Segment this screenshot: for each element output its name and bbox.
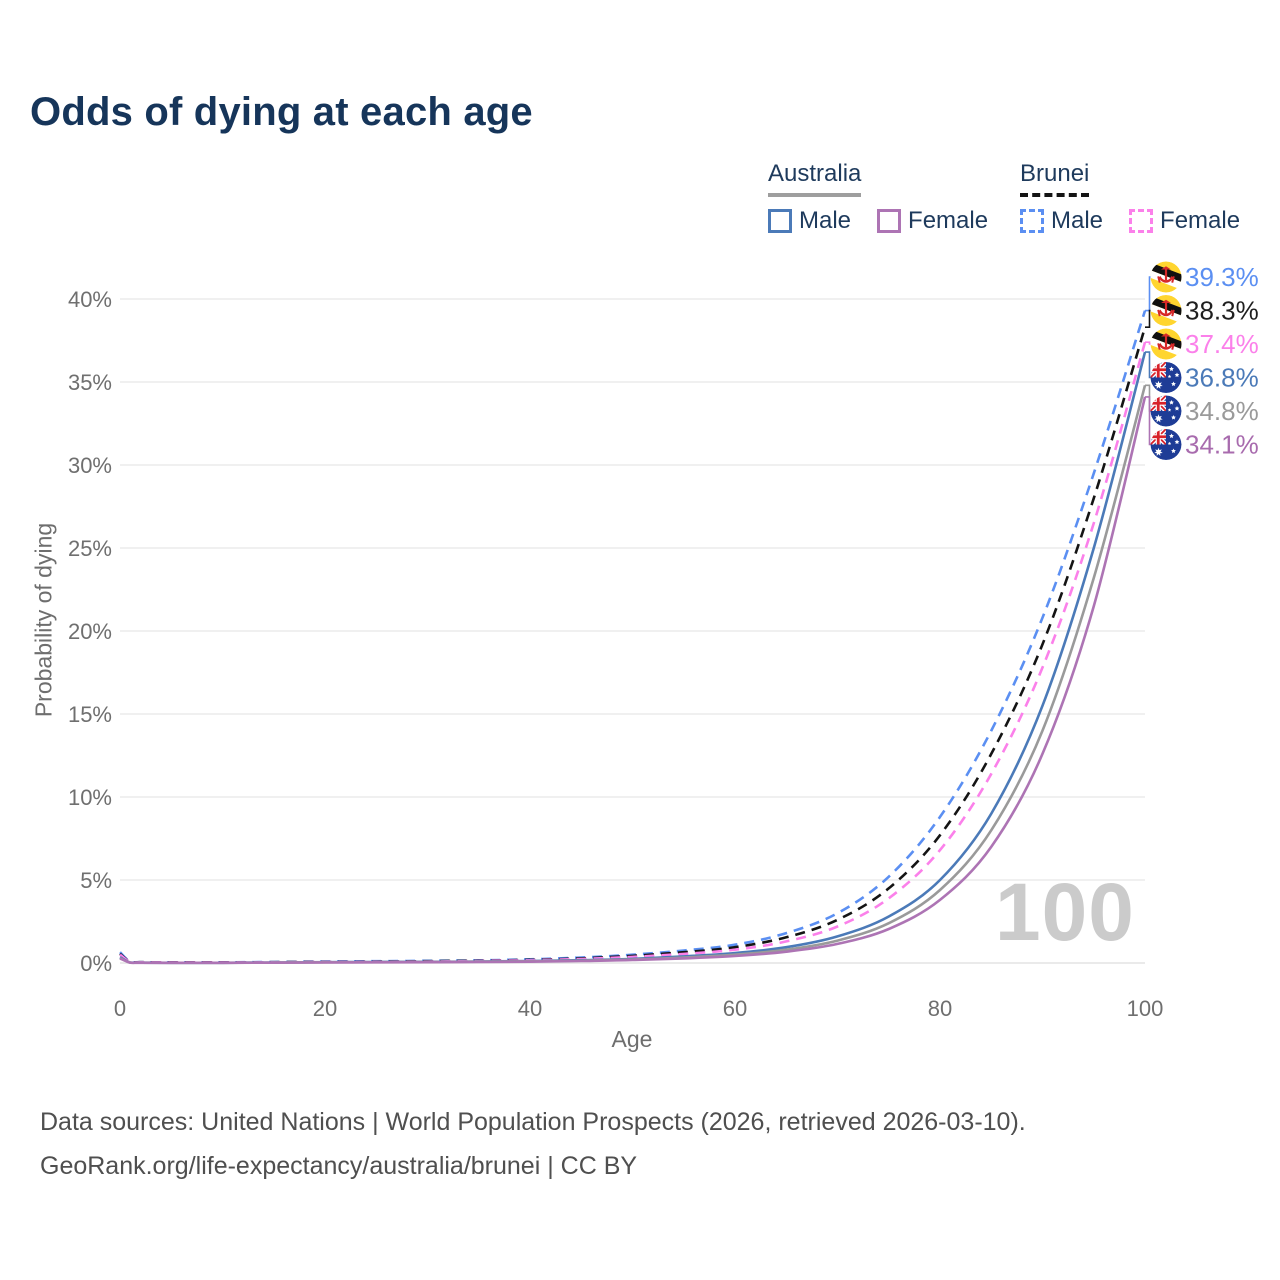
series-end-label: 37.4% (1185, 329, 1259, 359)
legend-brunei-male[interactable]: Male (1020, 207, 1103, 235)
legend-australia-label[interactable]: Australia (768, 160, 862, 197)
y-tick-label: 40% (68, 287, 112, 312)
age-watermark: 100 (995, 867, 1135, 958)
series-end-label: 34.1% (1185, 430, 1259, 460)
australia-male-swatch (768, 209, 792, 233)
legend-brunei-label[interactable]: Brunei (1020, 160, 1090, 197)
brunei-flag-icon (1150, 295, 1182, 326)
legend-group-australia: Australia Male Female (768, 160, 988, 235)
page-title: Odds of dying at each age (30, 90, 533, 134)
x-tick-label: 60 (723, 996, 747, 1021)
brunei-female-swatch (1129, 209, 1154, 233)
legend-australia-female[interactable]: Female (877, 207, 988, 235)
australia-flag-icon (1150, 429, 1182, 460)
x-tick-label: 0 (114, 996, 126, 1021)
x-tick-label: 100 (1127, 996, 1164, 1021)
y-tick-label: 15% (68, 702, 112, 727)
y-tick-label: 20% (68, 619, 112, 644)
x-axis-label: Age (611, 1026, 653, 1052)
series-line-brunei-male (119, 310, 1147, 964)
legend-australia-male[interactable]: Male (768, 207, 851, 235)
australia-female-swatch (877, 209, 902, 233)
x-tick-label: 40 (518, 996, 542, 1021)
y-axis-label: Probability of dying (30, 522, 57, 718)
x-tick-label: 20 (313, 996, 337, 1021)
y-tick-label: 25% (68, 536, 112, 561)
y-tick-label: 0% (80, 951, 112, 976)
legend-australia-male-label: Male (799, 207, 852, 234)
source-url-line: GeoRank.org/life-expectancy/australia/br… (40, 1152, 638, 1180)
mortality-line-chart: 0% 5% 10% 15% 20% 25% 30% 35% 40% 0 20 40 60 80 100 39.… (68, 261, 1259, 1021)
brunei-flag-icon (1150, 328, 1182, 360)
legend-group-brunei: Brunei Male Female (1020, 160, 1240, 235)
y-tick-label: 30% (68, 453, 112, 478)
legend-brunei-female[interactable]: Female (1129, 207, 1240, 235)
series-line-australia-male (119, 351, 1147, 965)
y-tick-label: 35% (68, 370, 112, 395)
data-sources-line: Data sources: United Nations | World Pop… (40, 1108, 1026, 1136)
series-end-label: 38.3% (1185, 296, 1259, 326)
series-end-label: 39.3% (1185, 262, 1259, 292)
series-line-brunei-female (119, 341, 1147, 964)
brunei-male-swatch (1020, 209, 1044, 233)
x-tick-label: 80 (928, 996, 952, 1021)
australia-flag-icon (1150, 395, 1182, 427)
legend-brunei-male-label: Male (1051, 207, 1104, 234)
brunei-flag-icon (1150, 261, 1182, 293)
y-tick-label: 5% (80, 868, 112, 893)
series-line-brunei-both-sexes (119, 326, 1147, 964)
attribution-footer: Data sources: United Nations | World Pop… (40, 1108, 1026, 1196)
series-end-label: 34.8% (1185, 396, 1259, 426)
y-tick-label: 10% (68, 785, 112, 810)
legend-brunei-female-label: Female (1160, 207, 1241, 234)
australia-flag-icon (1150, 362, 1182, 393)
series-end-label: 36.8% (1185, 363, 1259, 393)
series-line-australia-both-sexes (119, 384, 1147, 965)
legend-australia-female-label: Female (908, 207, 989, 234)
series-line-australia-female (119, 396, 1147, 965)
